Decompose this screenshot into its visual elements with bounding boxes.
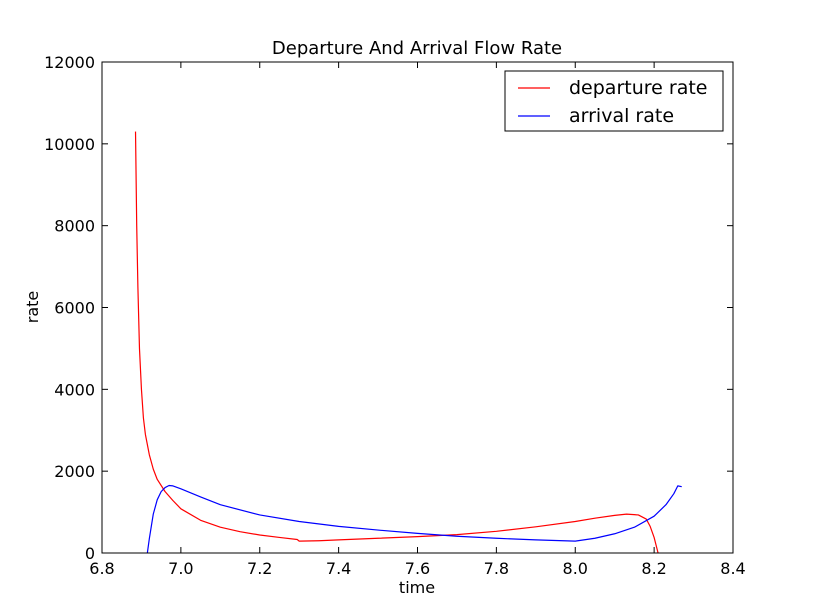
y-tick-label: 12000	[44, 53, 95, 72]
y-tick-label: 0	[85, 544, 95, 563]
legend-box	[504, 70, 724, 132]
legend-label-arrival-rate: arrival rate	[569, 105, 674, 127]
y-tick-label: 4000	[54, 380, 95, 399]
legend-label-departure-rate: departure rate	[569, 77, 707, 99]
x-tick-label: 8.4	[720, 559, 745, 578]
x-tick-label: 7.2	[247, 559, 272, 578]
series-line-arrival-rate	[146, 484, 682, 554]
y-axis-label: rate	[23, 291, 42, 324]
series-layer	[134, 131, 682, 554]
plot-frame	[101, 61, 734, 554]
y-tick-label: 6000	[54, 299, 95, 318]
y-tick-label: 2000	[54, 462, 95, 481]
x-tick-label: 7.4	[326, 559, 351, 578]
y-tick-label: 8000	[54, 217, 95, 236]
ticks-layer: 6.8 7.0 7.2 7.4 7.6 7.8 8.0 8.2 8.4 0 2000 4000 6000…	[44, 53, 746, 578]
x-tick-label: 7.8	[484, 559, 509, 578]
x-tick-label: 8.0	[563, 559, 588, 578]
legend: departure rate arrival rate	[504, 70, 724, 132]
chart-title: Departure And Arrival Flow Rate	[272, 38, 562, 59]
x-tick-label: 7.6	[405, 559, 430, 578]
x-tick-label: 8.2	[641, 559, 666, 578]
x-tick-label: 6.8	[89, 559, 114, 578]
x-axis-label: time	[399, 578, 435, 597]
y-tick-label: 10000	[44, 135, 95, 154]
series-line-departure-rate	[134, 131, 659, 554]
x-tick-label: 7.0	[168, 559, 193, 578]
